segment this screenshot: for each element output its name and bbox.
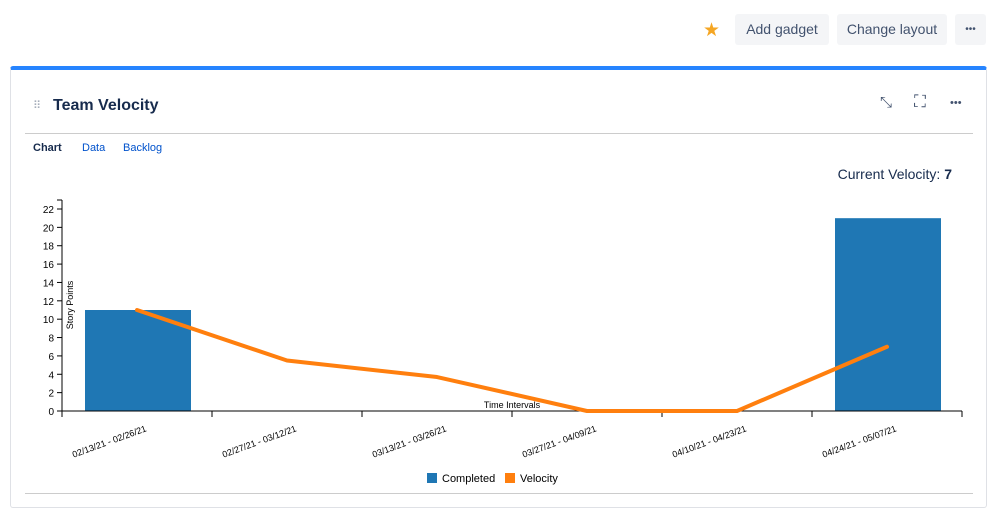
- change-layout-button[interactable]: Change layout: [837, 14, 947, 45]
- legend-swatch-completed: [427, 473, 437, 483]
- add-gadget-button[interactable]: Add gadget: [735, 14, 829, 45]
- y-axis-label: Story Points: [65, 280, 75, 329]
- x-tick-label: 03/13/21 - 03/26/21: [371, 423, 448, 459]
- legend-label-completed: Completed: [442, 473, 495, 485]
- legend-swatch-velocity: [505, 473, 515, 483]
- y-tick-label: 20: [43, 223, 55, 234]
- y-tick-label: 18: [43, 242, 55, 253]
- velocity-line: [135, 308, 889, 413]
- y-tick-label: 16: [43, 260, 55, 271]
- x-tick-label: 02/27/21 - 03/12/21: [221, 423, 298, 459]
- divider-bottom: [25, 493, 973, 494]
- x-tick-label: 03/27/21 - 04/09/21: [521, 423, 598, 459]
- y-tick-label: 12: [43, 297, 55, 308]
- tab-data[interactable]: Data: [82, 142, 106, 154]
- tab-backlog[interactable]: Backlog: [123, 142, 163, 154]
- current-velocity: Current Velocity: 7: [838, 166, 952, 182]
- minimize-icon[interactable]: ⤡: [880, 94, 893, 111]
- drag-handle-icon[interactable]: ⠿: [33, 100, 41, 112]
- y-tick-label: 22: [43, 205, 55, 216]
- y-tick-label: 8: [48, 334, 54, 345]
- x-tick-label: 02/13/21 - 02/26/21: [71, 423, 148, 459]
- more-button[interactable]: •••: [955, 14, 986, 45]
- x-tick-label: 04/10/21 - 04/23/21: [671, 423, 748, 459]
- y-tick-label: 4: [48, 370, 54, 381]
- x-tick-label: 04/24/21 - 05/07/21: [821, 423, 898, 459]
- gadget-card: [10, 66, 987, 508]
- bar-completed: [835, 218, 941, 411]
- current-velocity-label: Current Velocity:: [837, 166, 941, 182]
- divider: [25, 133, 973, 134]
- x-axis-label: Time Intervals: [484, 400, 541, 410]
- tab-chart[interactable]: Chart: [33, 142, 62, 154]
- bar-completed: [85, 310, 191, 411]
- current-velocity-value: 7: [944, 166, 952, 182]
- y-tick-label: 14: [43, 278, 55, 289]
- gadget-title: Team Velocity: [53, 97, 159, 114]
- y-tick-label: 2: [48, 389, 54, 400]
- legend-label-velocity: Velocity: [520, 473, 558, 485]
- star-icon[interactable]: ★: [703, 20, 721, 41]
- y-tick-label: 6: [48, 352, 54, 363]
- y-tick-label: 10: [43, 315, 55, 326]
- gadget-more-icon[interactable]: •••: [950, 97, 962, 109]
- fullscreen-icon[interactable]: ⛶: [914, 92, 926, 111]
- y-tick-label: 0: [48, 407, 54, 418]
